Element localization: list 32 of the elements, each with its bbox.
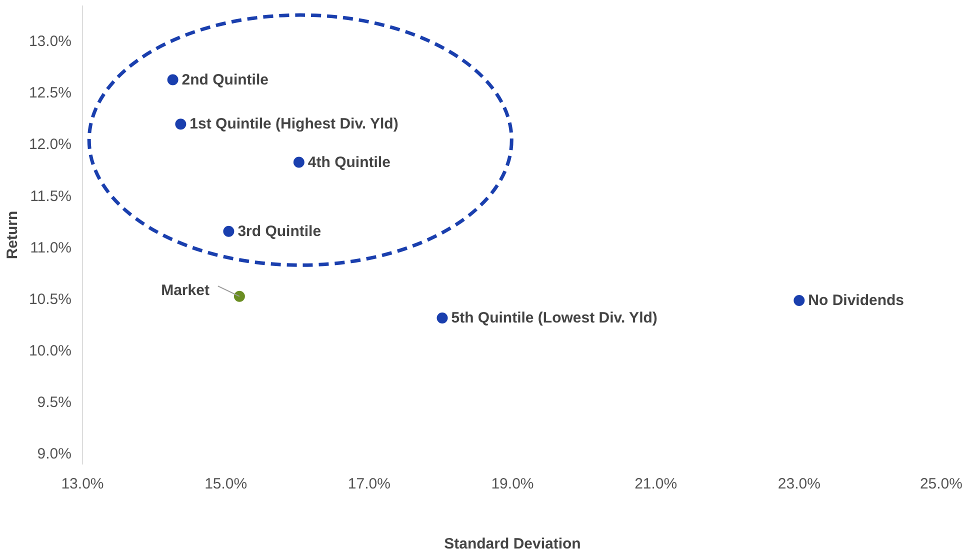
x-tick-label: 19.0% (491, 476, 534, 492)
series-label: 2nd Quintile (182, 71, 268, 88)
point (223, 226, 234, 237)
y-tick-label: 11.5% (30, 188, 72, 205)
point (167, 74, 178, 86)
point (234, 290, 245, 302)
y-tick-label: 9.5% (37, 394, 72, 412)
series-label: 1st Quintile (Highest Div. Yld) (190, 116, 398, 133)
y-tick-label: 9.0% (37, 446, 72, 463)
y-tick-label: 11.0% (30, 239, 72, 256)
series-label: No Dividends (808, 292, 904, 309)
x-tick-label: 13.0% (61, 476, 104, 492)
x-tick-label: 23.0% (778, 476, 820, 492)
x-tick-label: 15.0% (204, 476, 248, 492)
x-tick-label: 25.0% (920, 476, 962, 492)
y-tick-label: 10.0% (28, 342, 72, 360)
point (794, 295, 805, 306)
series-label: 5th Quintile (Lowest Div. Yld) (451, 310, 658, 327)
x-tick-label: 17.0% (348, 476, 390, 492)
annotation: Market (161, 282, 210, 299)
x-axis-title: Standard Deviation (444, 536, 581, 552)
point (175, 118, 186, 130)
point (293, 156, 304, 168)
y-tick-label: 12.5% (28, 84, 72, 102)
series-label: 3rd Quintile (238, 222, 322, 240)
point (436, 312, 448, 324)
series-label: 4th Quintile (308, 154, 390, 171)
y-axis-title: Return (4, 210, 21, 260)
y-tick-label: 12.0% (28, 136, 72, 154)
y-tick-label: 13.0% (28, 33, 72, 50)
y-tick-label: 10.5% (28, 290, 72, 308)
x-tick-label: 21.0% (634, 476, 678, 492)
